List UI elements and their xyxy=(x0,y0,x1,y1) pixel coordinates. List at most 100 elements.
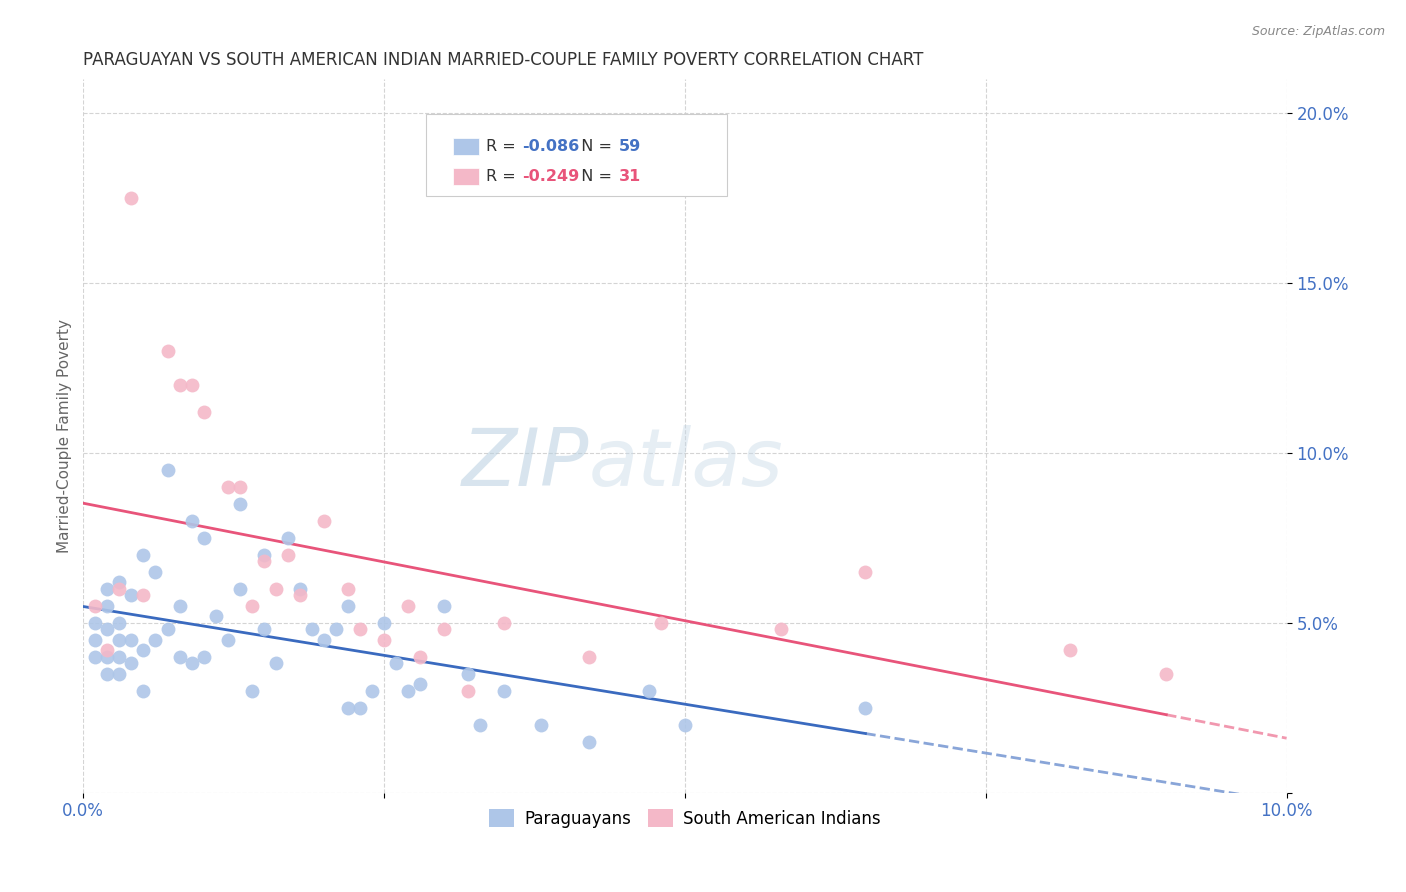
Point xyxy=(180,657,202,671)
Point xyxy=(132,548,155,562)
Point xyxy=(240,683,263,698)
Point xyxy=(312,632,335,647)
Point xyxy=(264,582,287,596)
Text: -0.249: -0.249 xyxy=(523,169,579,184)
Point xyxy=(180,377,202,392)
Text: PARAGUAYAN VS SOUTH AMERICAN INDIAN MARRIED-COUPLE FAMILY POVERTY CORRELATION CH: PARAGUAYAN VS SOUTH AMERICAN INDIAN MARR… xyxy=(83,51,924,69)
Point xyxy=(855,565,877,579)
Point xyxy=(228,497,250,511)
Point xyxy=(84,632,107,647)
Point xyxy=(433,599,456,613)
Point xyxy=(145,632,167,647)
Text: N =: N = xyxy=(571,139,617,154)
Point xyxy=(132,643,155,657)
Point xyxy=(409,649,432,664)
Text: R =: R = xyxy=(486,169,522,184)
Point xyxy=(1059,643,1081,657)
Point xyxy=(288,589,311,603)
Point xyxy=(156,462,179,476)
Point xyxy=(253,623,276,637)
Point xyxy=(325,623,347,637)
Point xyxy=(108,649,131,664)
Point xyxy=(494,683,516,698)
Point xyxy=(96,666,118,681)
Text: R =: R = xyxy=(486,139,522,154)
Point xyxy=(156,343,179,358)
Point xyxy=(204,608,226,623)
Point xyxy=(529,717,551,731)
Y-axis label: Married-Couple Family Poverty: Married-Couple Family Poverty xyxy=(58,318,72,553)
Point xyxy=(673,717,696,731)
Point xyxy=(217,480,239,494)
Text: N =: N = xyxy=(571,169,617,184)
Point xyxy=(169,377,191,392)
Point xyxy=(120,657,142,671)
Point xyxy=(217,632,239,647)
Point xyxy=(84,649,107,664)
FancyBboxPatch shape xyxy=(453,138,479,155)
Point xyxy=(494,615,516,630)
Point xyxy=(84,599,107,613)
Point xyxy=(96,649,118,664)
Point xyxy=(253,548,276,562)
Point xyxy=(193,649,215,664)
FancyBboxPatch shape xyxy=(426,114,727,196)
Point xyxy=(96,582,118,596)
Point xyxy=(228,480,250,494)
Point xyxy=(396,599,419,613)
Point xyxy=(349,623,371,637)
Point xyxy=(253,554,276,568)
Point xyxy=(108,615,131,630)
Point xyxy=(277,531,299,545)
Point xyxy=(108,632,131,647)
Point xyxy=(120,191,142,205)
Point xyxy=(349,700,371,714)
Point xyxy=(108,574,131,589)
Point xyxy=(373,615,395,630)
Point xyxy=(108,582,131,596)
Point xyxy=(650,615,672,630)
Legend: Paraguayans, South American Indians: Paraguayans, South American Indians xyxy=(482,803,887,834)
Point xyxy=(578,649,600,664)
Point xyxy=(96,623,118,637)
Point xyxy=(169,649,191,664)
Point xyxy=(277,548,299,562)
Point xyxy=(180,514,202,528)
Point xyxy=(361,683,384,698)
Text: atlas: atlas xyxy=(589,425,783,503)
Point xyxy=(770,623,793,637)
Point xyxy=(855,700,877,714)
Point xyxy=(409,677,432,691)
Point xyxy=(1154,666,1177,681)
Point xyxy=(193,405,215,419)
Point xyxy=(96,599,118,613)
Point xyxy=(84,615,107,630)
Point xyxy=(132,683,155,698)
Point xyxy=(578,734,600,748)
Text: 59: 59 xyxy=(619,139,641,154)
Text: ZIP: ZIP xyxy=(461,425,589,503)
Text: Source: ZipAtlas.com: Source: ZipAtlas.com xyxy=(1251,25,1385,38)
Point xyxy=(312,514,335,528)
Point xyxy=(145,565,167,579)
Point xyxy=(337,599,360,613)
Point xyxy=(156,623,179,637)
Text: 31: 31 xyxy=(619,169,641,184)
Point xyxy=(132,589,155,603)
Point xyxy=(337,582,360,596)
Point xyxy=(288,582,311,596)
Point xyxy=(240,599,263,613)
Point xyxy=(228,582,250,596)
Point xyxy=(264,657,287,671)
Point xyxy=(337,700,360,714)
FancyBboxPatch shape xyxy=(453,168,479,185)
Point xyxy=(120,632,142,647)
Point xyxy=(433,623,456,637)
Point xyxy=(108,666,131,681)
Point xyxy=(169,599,191,613)
Point xyxy=(120,589,142,603)
Point xyxy=(301,623,323,637)
Point xyxy=(193,531,215,545)
Point xyxy=(385,657,408,671)
Point xyxy=(457,666,479,681)
